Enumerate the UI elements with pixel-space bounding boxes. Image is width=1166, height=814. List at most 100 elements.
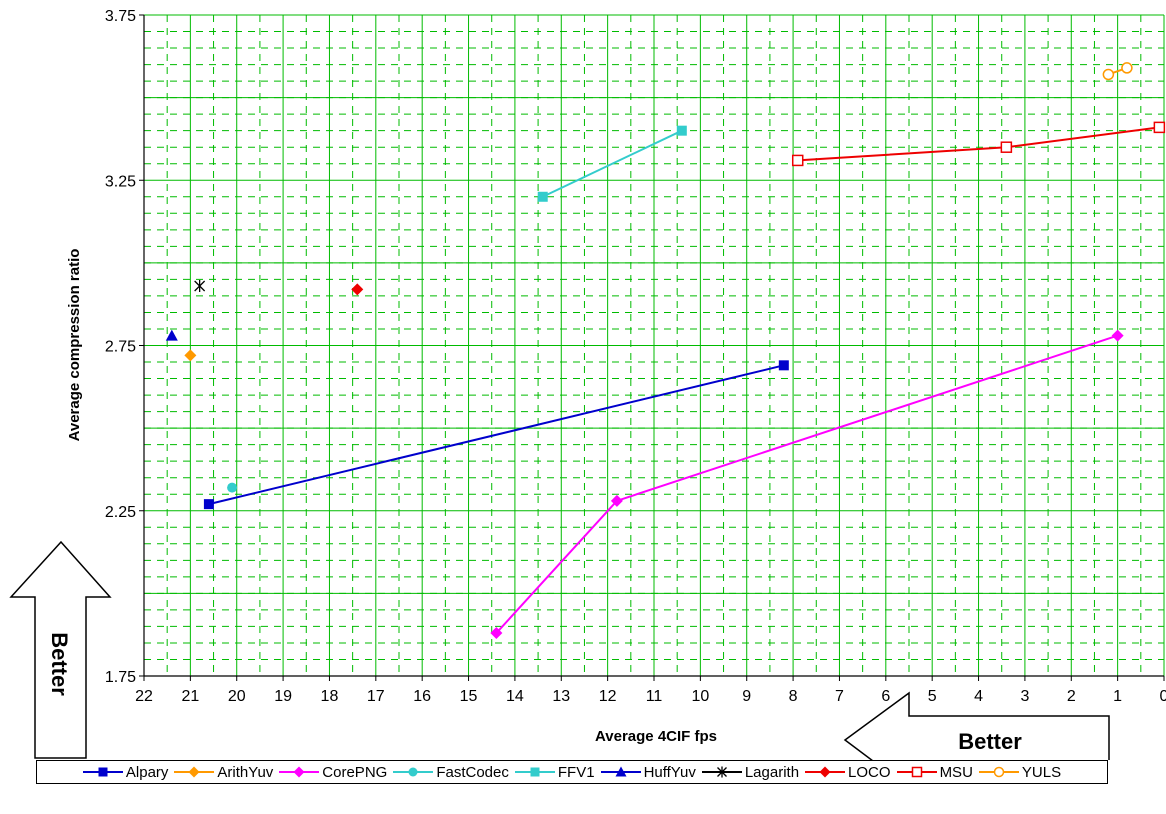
series-line-ffv1 <box>542 129 683 198</box>
legend-item-fastcodec: FastCodec <box>393 764 509 781</box>
better-left-label: Better <box>958 729 1022 754</box>
legend-swatch <box>279 766 320 778</box>
data-point-yuls <box>1121 62 1133 74</box>
data-point-lagarith <box>194 280 206 293</box>
legend-item-huffyuv: HuffYuv <box>600 764 696 781</box>
legend-item-alpary: Alpary <box>82 763 169 781</box>
legend-swatch <box>600 766 641 777</box>
x-tick-label: 1 <box>1113 688 1122 705</box>
x-tick-label: 15 <box>460 688 478 705</box>
series-lagarith <box>194 280 206 293</box>
legend-swatch-marker <box>530 767 540 777</box>
legend-swatch <box>896 766 937 778</box>
better-left-arrow: Better <box>843 691 1110 760</box>
series-layer <box>165 62 1166 640</box>
legend-swatch-marker <box>408 767 418 777</box>
x-tick-label: 16 <box>413 688 431 705</box>
data-point-loco <box>351 283 364 296</box>
x-tick-label: 4 <box>974 688 983 705</box>
legend: Alpary ArithYuv CorePNG FastCodec FFV1 HuffYu… <box>36 760 1108 784</box>
legend-label: YULS <box>1021 763 1062 781</box>
x-tick-label: 13 <box>552 688 570 705</box>
chart: 22 21 20 19 18 17 16 15 14 13 12 11 10 9 8 7 6 5 4 3 2 1 0 1.7… <box>9 8 1166 760</box>
legend-swatch <box>82 767 123 777</box>
legend-item-yuls: YULS <box>978 763 1062 781</box>
x-tick-label: 6 <box>881 688 890 705</box>
data-point-corepng <box>1111 329 1124 342</box>
legend-swatch <box>701 766 742 778</box>
data-point-corepng <box>490 627 503 640</box>
series-loco <box>351 283 364 296</box>
series-msu <box>791 121 1166 167</box>
data-point-ffv1 <box>676 125 687 136</box>
x-tick-label: 22 <box>135 688 153 705</box>
legend-item-lagarith: Lagarith <box>701 763 800 781</box>
data-point-arithyuv <box>184 349 197 362</box>
legend-label: ArithYuv <box>217 763 274 781</box>
data-point-fastcodec <box>227 482 238 493</box>
legend-label: Alpary <box>125 763 169 781</box>
legend-item-corepng: CorePNG <box>279 764 387 781</box>
x-ticks: 22 21 20 19 18 17 16 15 14 13 12 11 10 9 8 7 6 5 4 3 2 1 0 <box>135 688 1166 705</box>
x-tick-label: 12 <box>599 688 617 705</box>
legend-swatch <box>978 766 1019 778</box>
legend-label: FFV1 <box>557 763 595 781</box>
data-point-ffv1 <box>537 191 548 202</box>
x-tick-label: 14 <box>506 688 524 705</box>
legend-swatch <box>174 766 215 778</box>
x-tick-label: 8 <box>789 688 798 705</box>
y-axis-title: Average compression ratio <box>66 249 83 442</box>
x-tick-label: 11 <box>646 688 663 705</box>
y-tick-label: 3.75 <box>105 8 136 25</box>
axes <box>139 14 1165 681</box>
legend-item-ffv1: FFV1 <box>514 763 595 781</box>
legend-swatch-marker <box>98 767 108 777</box>
legend-item-msu: MSU <box>896 763 973 781</box>
better-up-arrow: Better <box>9 540 112 759</box>
legend-swatch-marker <box>188 766 200 778</box>
legend-label: MSU <box>939 763 973 781</box>
legend-swatch-marker <box>293 766 305 778</box>
x-tick-label: 9 <box>742 688 751 705</box>
data-point-alpary <box>778 360 789 371</box>
up-arrow-shape <box>9 540 112 759</box>
legend-label: FastCodec <box>436 763 509 781</box>
series-corepng <box>490 329 1124 640</box>
legend-swatch <box>805 766 846 778</box>
x-tick-label: 20 <box>228 688 246 705</box>
x-tick-label: 0 <box>1160 688 1166 705</box>
legend-label: LOCO <box>848 763 891 781</box>
legend-label: Lagarith <box>744 763 800 781</box>
legend-item-loco: LOCO <box>805 764 891 781</box>
x-tick-label: 21 <box>181 688 199 705</box>
legend-swatch-marker <box>615 766 627 777</box>
legend-swatch-marker <box>993 766 1005 778</box>
data-point-msu <box>1153 121 1166 134</box>
grid <box>143 14 1165 677</box>
x-tick-label: 19 <box>274 688 292 705</box>
x-tick-label: 18 <box>321 688 339 705</box>
series-yuls <box>1102 62 1133 81</box>
better-up-label: Better <box>47 632 72 696</box>
data-point-alpary <box>203 499 214 510</box>
y-tick-label: 1.75 <box>105 669 136 686</box>
legend-swatch <box>393 767 434 777</box>
data-point-msu <box>1000 141 1013 153</box>
x-tick-label: 10 <box>691 688 709 705</box>
series-ffv1 <box>537 125 687 202</box>
legend-swatch-marker <box>911 766 922 778</box>
series-alpary <box>203 360 789 510</box>
y-tick-label: 3.25 <box>105 173 136 190</box>
data-point-yuls <box>1102 68 1115 81</box>
y-tick-label: 2.75 <box>105 339 136 356</box>
y-tick-label: 2.25 <box>105 504 136 521</box>
x-tick-label: 2 <box>1067 688 1076 705</box>
left-arrow-shape <box>843 691 1110 760</box>
data-point-msu <box>791 154 804 167</box>
x-tick-label: 7 <box>835 688 844 705</box>
legend-swatch-marker <box>716 766 727 778</box>
x-tick-label: 5 <box>928 688 937 705</box>
legend-swatch-marker <box>819 766 831 778</box>
series-line-alpary <box>208 364 785 506</box>
y-ticks: 1.75 2.25 2.75 3.25 3.75 <box>105 8 136 686</box>
